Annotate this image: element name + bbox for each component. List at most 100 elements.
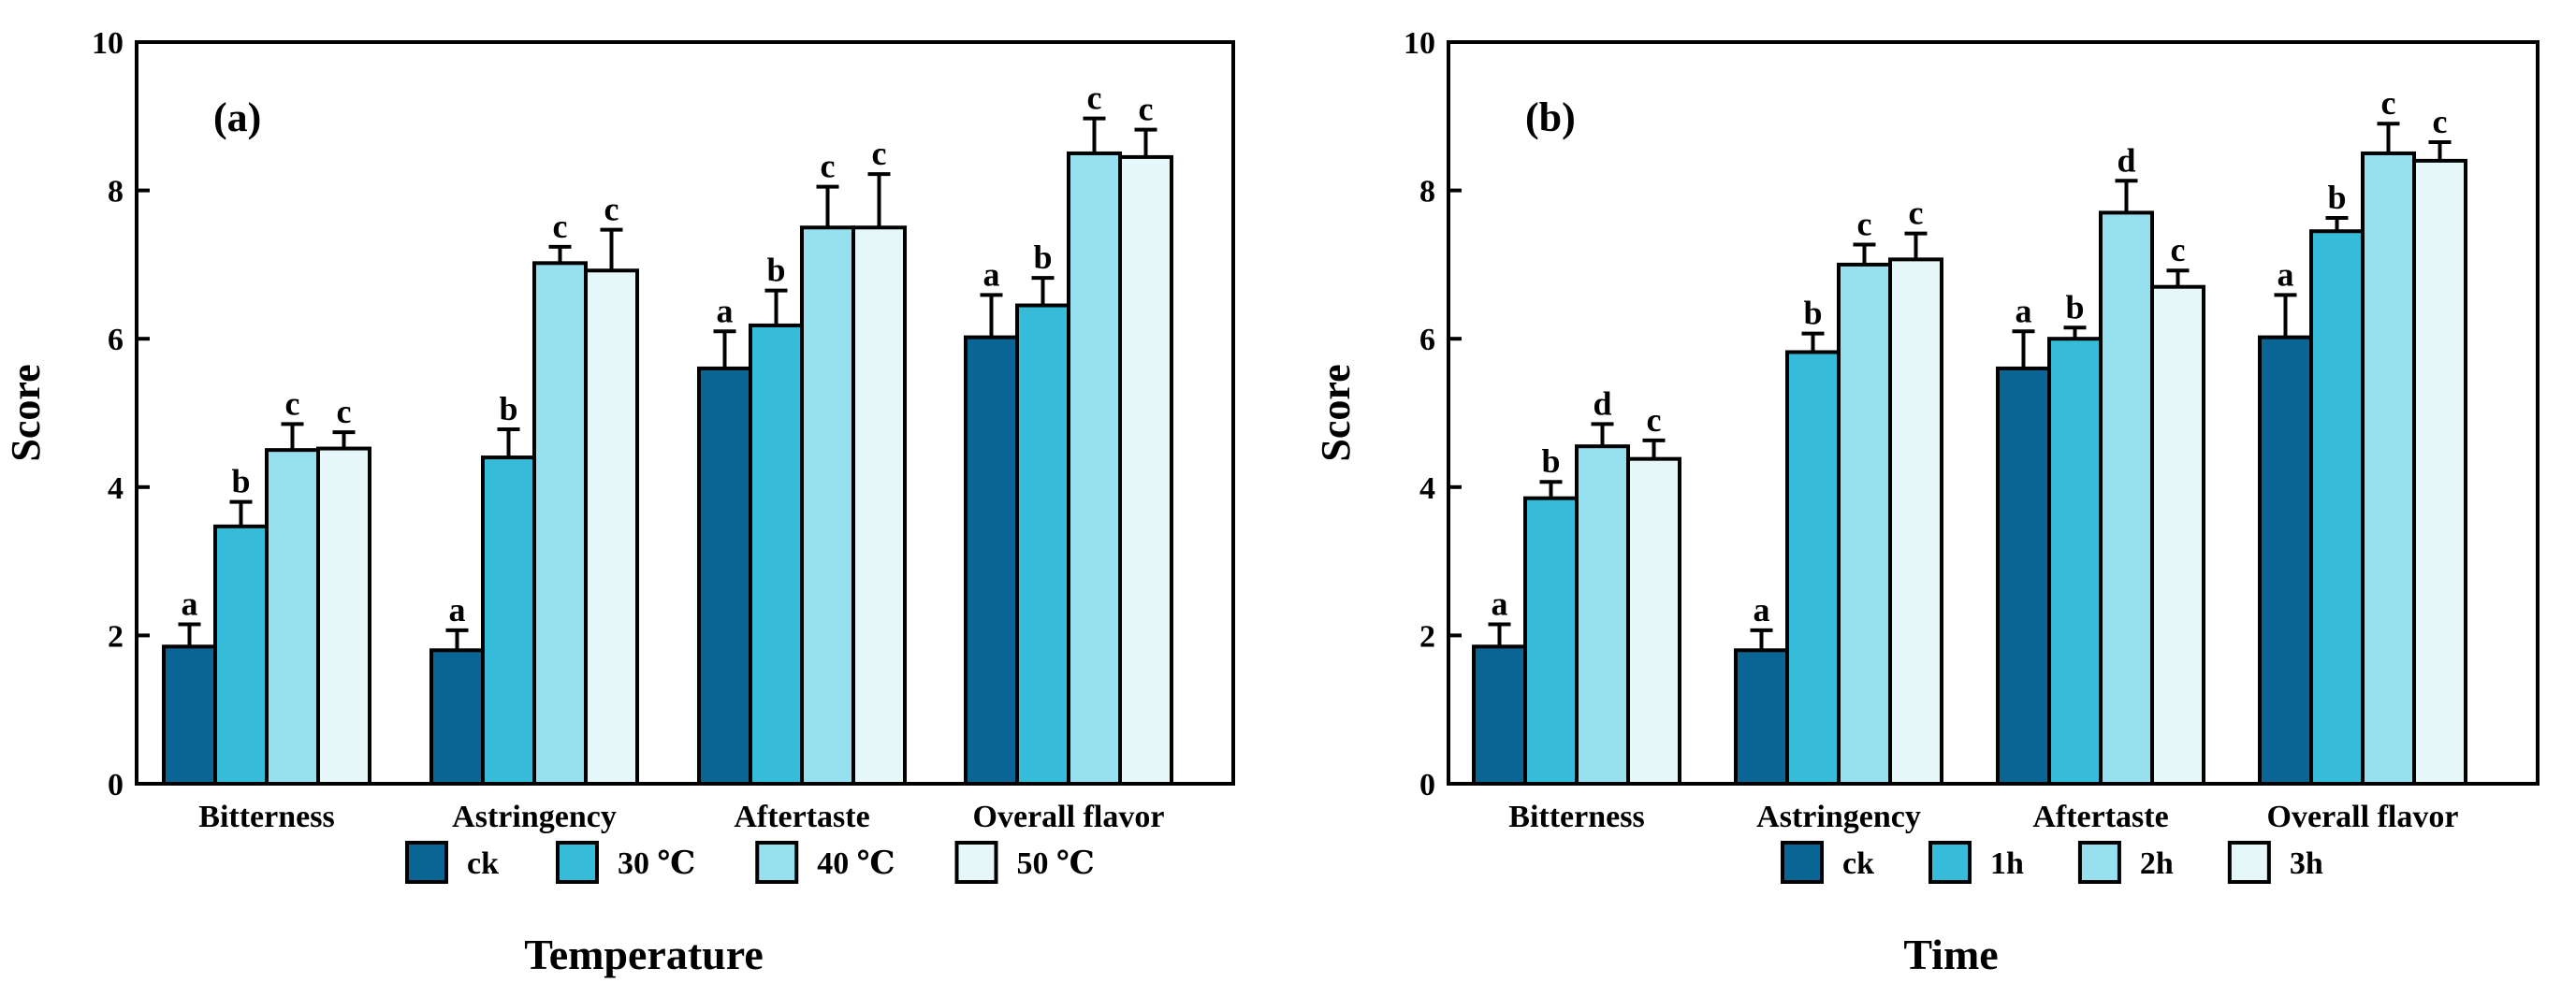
significance-letter: a — [1492, 585, 1508, 623]
significance-letter: c — [2433, 103, 2448, 140]
significance-letter: b — [1803, 295, 1822, 332]
significance-letter: d — [2117, 141, 2135, 179]
bar-2h-overall-flavor — [2361, 151, 2416, 786]
bar-ck-aftertaste — [697, 366, 752, 786]
bar-ck-bitterness — [162, 644, 217, 786]
bar-30℃-bitterness — [213, 524, 269, 786]
bar-ck-bitterness — [1472, 644, 1527, 786]
bar-50℃-aftertaste — [851, 225, 907, 786]
y-tick-label: 8 — [1419, 175, 1435, 210]
significance-letter: a — [2278, 255, 2294, 293]
significance-letter: c — [1647, 401, 1662, 439]
legend-swatch — [1781, 841, 1824, 884]
significance-letter: b — [2065, 288, 2084, 325]
legend-label: ck — [1842, 846, 1874, 881]
category-label: Bitterness — [198, 800, 334, 834]
bar-30℃-astringency — [481, 455, 536, 786]
y-axis-label: Score — [3, 364, 49, 461]
significance-letter: c — [2381, 84, 2396, 122]
significance-letter: c — [2171, 231, 2186, 268]
significance-letter: b — [231, 463, 250, 500]
legend-swatch — [755, 841, 799, 884]
significance-letter: c — [604, 191, 619, 228]
significance-letter: d — [1593, 384, 1611, 422]
bar-30℃-overall-flavor — [1015, 303, 1070, 786]
category-label: Aftertaste — [734, 800, 869, 834]
significance-letter: c — [872, 135, 887, 172]
category-label: Astringency — [1756, 800, 1921, 834]
bar-2h-astringency — [1837, 262, 1892, 786]
bar-30℃-aftertaste — [749, 323, 804, 786]
legend-label: 30 ℃ — [618, 846, 695, 881]
plot-frame — [135, 40, 1235, 786]
bar-2h-aftertaste — [2099, 210, 2154, 786]
legend-swatch — [2077, 841, 2121, 884]
significance-letter: c — [821, 148, 836, 185]
significance-letter: b — [766, 252, 785, 289]
significance-letter: b — [499, 390, 517, 427]
x-axis-title: Time — [1903, 931, 1998, 978]
bar-3h-overall-flavor — [2412, 158, 2467, 786]
significance-letter: a — [182, 585, 198, 623]
panel-label: (a) — [213, 94, 261, 140]
legend-swatch — [405, 841, 448, 884]
legend-swatch — [2227, 841, 2271, 884]
significance-letter: a — [2016, 292, 2032, 329]
y-tick-label: 2 — [108, 619, 124, 654]
legend-label: 1h — [1990, 846, 2024, 881]
legend-swatch — [556, 841, 599, 884]
bar-1h-bitterness — [1523, 496, 1579, 786]
legend-swatch — [954, 841, 998, 884]
significance-letter: b — [1541, 442, 1560, 480]
category-label: Aftertaste — [2032, 800, 2168, 834]
y-tick-label: 4 — [108, 471, 124, 506]
y-tick-label: 10 — [92, 26, 124, 61]
y-tick-label: 6 — [108, 323, 124, 357]
bar-1h-astringency — [1785, 350, 1841, 786]
bar-3h-bitterness — [1626, 456, 1681, 786]
significance-letter: c — [553, 208, 568, 245]
significance-letter: c — [285, 384, 300, 422]
y-axis-label: Score — [1313, 364, 1359, 461]
y-tick-label: 0 — [1419, 768, 1435, 802]
significance-letter: c — [1087, 79, 1102, 117]
legend-label: 50 ℃ — [1017, 846, 1095, 881]
significance-letter: a — [983, 255, 1000, 293]
y-tick-label: 0 — [108, 768, 124, 802]
legend-label: ck — [467, 846, 499, 881]
bar-3h-aftertaste — [2150, 284, 2205, 786]
legend-swatch — [1928, 841, 1972, 884]
significance-letter: c — [1857, 205, 1872, 242]
bar-50℃-bitterness — [316, 446, 371, 786]
bar-40℃-aftertaste — [800, 225, 855, 786]
bar-40℃-bitterness — [265, 448, 320, 786]
significance-letter: a — [449, 591, 466, 629]
legend-label: 3h — [2290, 846, 2323, 881]
legend-label: 40 ℃ — [817, 846, 895, 881]
bar-40℃-astringency — [532, 261, 588, 786]
y-tick-label: 10 — [1404, 26, 1435, 61]
significance-letter: c — [1139, 91, 1154, 128]
significance-letter: a — [1754, 591, 1770, 629]
bar-ck-aftertaste — [1996, 366, 2051, 786]
legend-label: 2h — [2140, 846, 2174, 881]
panel-label: (b) — [1525, 94, 1576, 140]
plot-frame — [1447, 40, 2540, 786]
category-label: Bitterness — [1508, 800, 1644, 834]
bar-ck-overall-flavor — [964, 335, 1019, 786]
significance-letter: a — [717, 292, 734, 329]
bar-ck-overall-flavor — [2258, 335, 2313, 786]
y-tick-label: 8 — [108, 175, 124, 210]
significance-letter: c — [337, 393, 352, 430]
y-tick-label: 6 — [1419, 323, 1435, 357]
bar-ck-astringency — [429, 648, 485, 787]
bar-2h-bitterness — [1575, 444, 1630, 786]
bar-3h-astringency — [1888, 257, 1943, 786]
bar-50℃-astringency — [584, 268, 639, 786]
category-label: Overall flavor — [973, 800, 1165, 834]
bar-50℃-overall-flavor — [1118, 154, 1173, 787]
bar-1h-aftertaste — [2047, 337, 2103, 786]
bar-1h-overall-flavor — [2309, 229, 2365, 786]
significance-letter: b — [2327, 179, 2346, 216]
